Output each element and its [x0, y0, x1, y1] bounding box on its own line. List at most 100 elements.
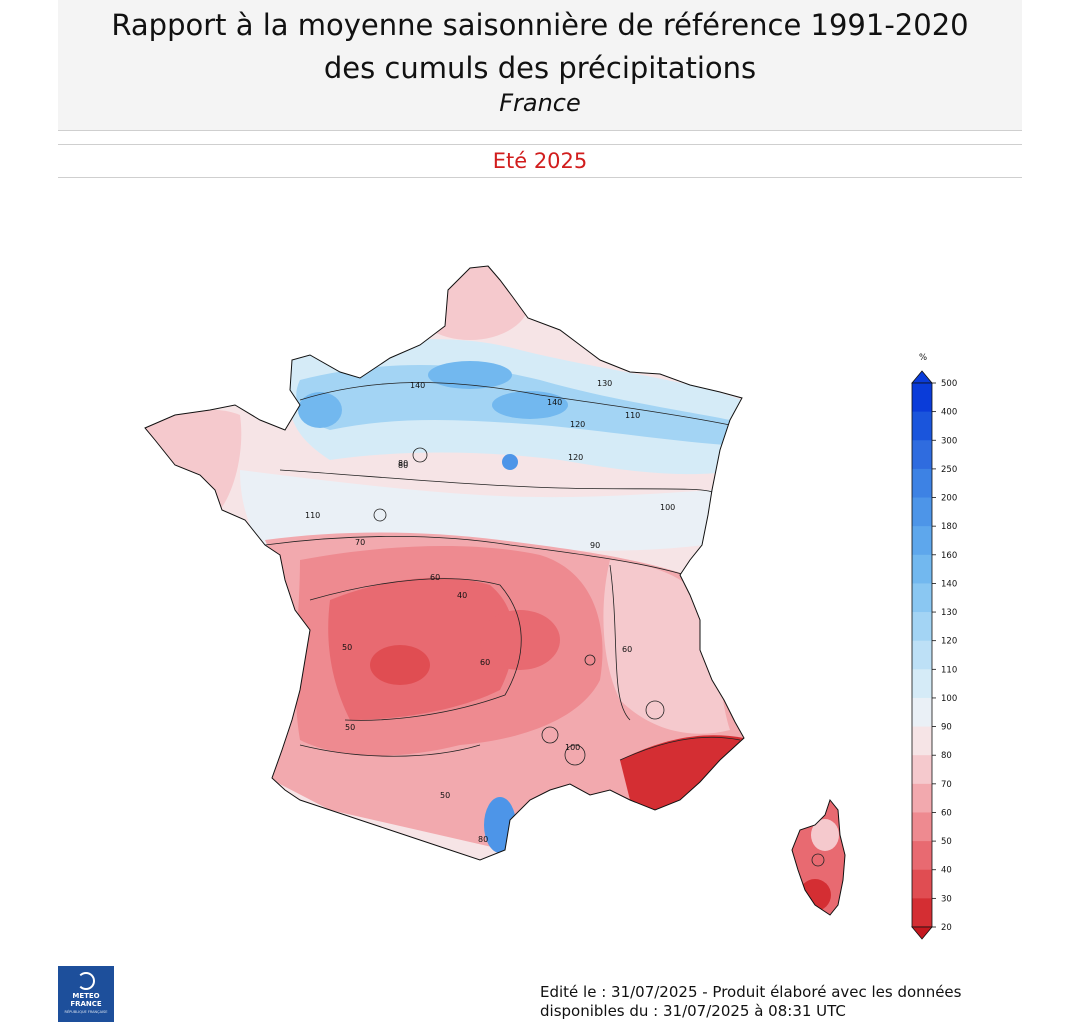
contour-label: 80 — [478, 835, 488, 844]
legend-tick-label: 400 — [941, 408, 957, 418]
legend-tick-label: 20 — [941, 923, 952, 933]
legend-color-cell — [912, 640, 932, 670]
map-title-line-1: Rapport à la moyenne saisonnière de réfé… — [111, 8, 969, 42]
france-mainland: 140 130 120 110 100 90 80 70 60 50 40 14… — [145, 266, 744, 860]
contour-label: 120 — [568, 453, 583, 462]
zone-massif-red — [480, 610, 560, 670]
legend-arrow-top — [911, 370, 933, 384]
legend-color-cell — [912, 554, 932, 584]
logo-text-2: FRANCE — [70, 1000, 102, 1008]
legend-tick-label: 120 — [941, 637, 957, 647]
zone-roussillon-blue — [484, 797, 516, 853]
contour-label: 90 — [590, 541, 600, 550]
legend-color-cell — [912, 841, 932, 871]
legend-color-cell — [912, 411, 932, 441]
contour-label: 40 — [457, 591, 467, 600]
zone-champagne-blue — [492, 391, 568, 419]
contour-label: 50 — [345, 723, 355, 732]
legend-tick-label: 200 — [941, 494, 957, 504]
logo-subtext: RÉPUBLIQUE FRANÇAISE — [64, 1010, 108, 1014]
contour-line — [412, 447, 428, 463]
season-label: Eté 2025 — [58, 144, 1022, 178]
contour-line — [541, 726, 559, 744]
legend-color-cell — [912, 612, 932, 642]
contour-label: 110 — [305, 511, 320, 520]
legend-tick-label: 40 — [941, 866, 952, 876]
legend-tick-label: 60 — [941, 808, 952, 818]
title-box: Rapport à la moyenne saisonnière de réfé… — [58, 0, 1022, 131]
contour-line — [299, 382, 731, 426]
footer-line-2: disponibles du : 31/07/2025 à 08:31 UTC — [540, 1002, 846, 1020]
footer-edition-info: Edité le : 31/07/2025 - Produit élaboré … — [540, 983, 961, 1021]
logo-text-1: METEO — [72, 992, 100, 1000]
zone-middle-pale — [240, 470, 712, 551]
legend-color-cell — [912, 726, 932, 756]
contour-label: 60 — [430, 573, 440, 582]
contour-label: 60 — [480, 658, 490, 667]
legend-tick-label: 90 — [941, 723, 952, 733]
zone-red-core — [370, 645, 430, 685]
contour-line — [584, 654, 596, 666]
contour-line — [811, 853, 825, 867]
meteo-france-logo-icon — [77, 972, 95, 990]
legend-color-cell — [912, 669, 932, 699]
legend-tick-label: 140 — [941, 579, 957, 589]
legend-color-cell — [912, 383, 932, 413]
contour-label: 130 — [597, 379, 612, 388]
legend-color-cell — [912, 783, 932, 813]
contour-label: 100 — [565, 743, 580, 752]
legend-tick-label: 80 — [941, 751, 952, 761]
legend-tick-label: 250 — [941, 465, 957, 475]
france-border — [144, 265, 745, 861]
legend-arrow-bottom — [911, 926, 933, 940]
contour-label: 60 — [622, 645, 632, 654]
legend-color-cell — [912, 898, 932, 928]
contour-line — [645, 700, 665, 720]
contour-line — [309, 578, 522, 721]
corsica-border — [791, 798, 846, 916]
map-title-line-2: des cumuls des précipitations — [323, 51, 757, 85]
legend-tick-label: 110 — [941, 665, 957, 675]
zone-blue-spot — [502, 454, 518, 470]
contour-label: 110 — [625, 411, 640, 420]
legend-colorbar: % 500 400 300 250 200 180 160 140 130 120 110 100 90… — [911, 353, 957, 940]
legend-color-cell — [912, 755, 932, 785]
zone-paris-west-blue — [428, 361, 512, 389]
contour-line — [279, 469, 713, 493]
legend-tick-label: 300 — [941, 436, 957, 446]
region-label: France — [499, 89, 581, 117]
corsica-north-pink — [811, 819, 839, 851]
legend-color-cell — [912, 583, 932, 613]
contour-labels: 140 130 120 110 100 90 80 70 60 50 40 14… — [305, 379, 675, 844]
contour-line — [564, 744, 586, 766]
contour-label: 70 — [355, 538, 365, 547]
legend-tick-label: 130 — [941, 608, 957, 618]
footer-line-1: Edité le : 31/07/2025 - Produit élaboré … — [540, 983, 962, 1001]
zone-brittany-pink — [145, 409, 242, 510]
contour-label: 50 — [440, 791, 450, 800]
contour-label: 100 — [660, 503, 675, 512]
contour-label: 80 — [398, 459, 408, 468]
legend-tick-label: 50 — [941, 837, 952, 847]
legend-color-cell — [912, 869, 932, 899]
legend-color-cell — [912, 440, 932, 470]
zone-north-pink — [410, 266, 530, 340]
contour-label: 80 — [398, 461, 408, 470]
contour-line — [299, 744, 481, 757]
contour-label: 120 — [570, 420, 585, 429]
contour-line — [264, 535, 701, 581]
contour-line — [373, 508, 387, 522]
contour-line — [609, 564, 631, 721]
zone-normandy-blue — [298, 392, 342, 428]
contour-label: 140 — [547, 398, 562, 407]
legend-tick-label: 500 — [941, 379, 957, 389]
zone-provence-red — [620, 735, 744, 810]
legend-color-cell — [912, 697, 932, 728]
legend-color-cell — [912, 497, 932, 527]
legend-color-cell — [912, 812, 932, 842]
legend-tick-label: 100 — [941, 694, 957, 704]
zone-southwest-red — [328, 577, 514, 720]
legend-tick-label: 70 — [941, 780, 952, 790]
legend-unit: % — [919, 353, 927, 363]
